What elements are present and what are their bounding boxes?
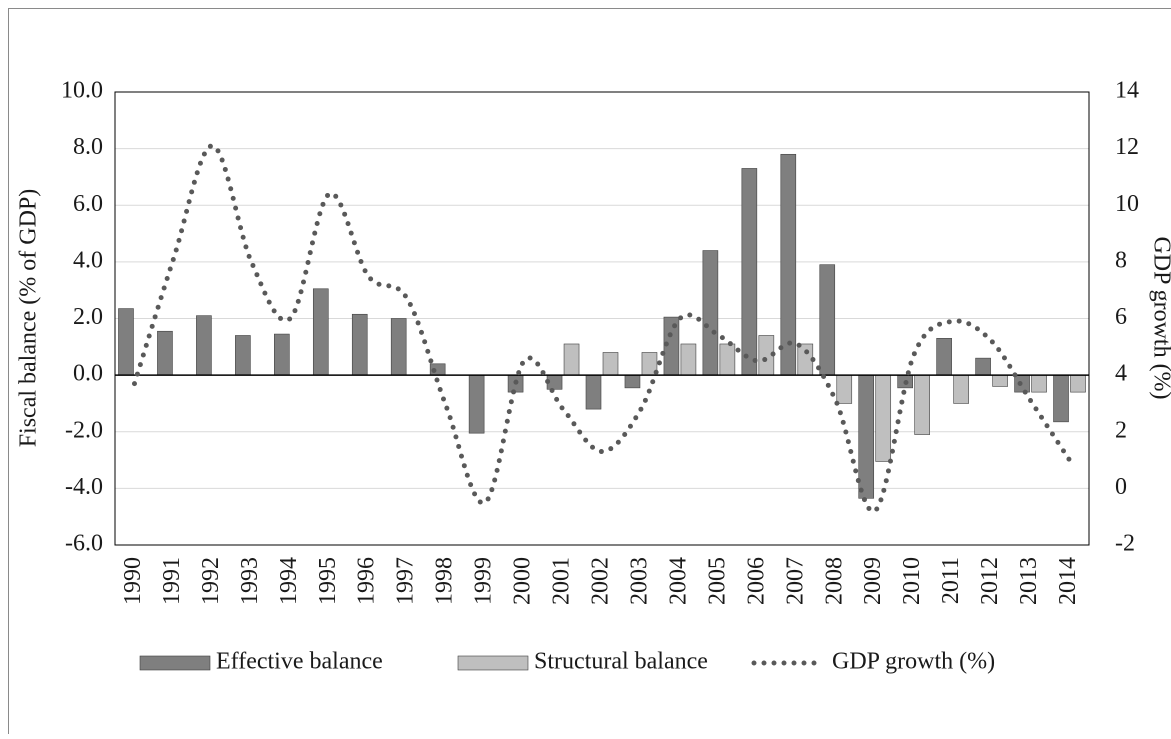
x-tick-label: 1998 xyxy=(432,557,458,605)
legend-label: GDP growth (%) xyxy=(832,649,995,675)
y2-tick-label: 4 xyxy=(1115,361,1127,387)
y2-tick-label: 10 xyxy=(1115,191,1139,217)
bar xyxy=(352,314,367,375)
bar xyxy=(274,334,289,375)
legend-swatch xyxy=(458,656,528,670)
y-tick-label: 6.0 xyxy=(73,191,103,217)
legend-label: Effective balance xyxy=(216,649,383,675)
bar xyxy=(1071,375,1086,392)
bar xyxy=(742,168,757,375)
bar xyxy=(876,375,891,461)
y2-tick-label: -2 xyxy=(1115,531,1135,557)
x-tick-label: 1990 xyxy=(120,557,146,605)
legend-swatch xyxy=(140,656,210,670)
x-tick-label: 2010 xyxy=(899,557,925,605)
x-tick-label: 2001 xyxy=(549,557,575,605)
x-tick-label: 1992 xyxy=(198,557,224,605)
bar xyxy=(703,251,718,376)
y-tick-label: 4.0 xyxy=(73,247,103,273)
bar xyxy=(469,375,484,433)
x-tick-label: 2000 xyxy=(510,557,536,605)
x-tick-label: 1991 xyxy=(159,557,185,605)
bar xyxy=(391,319,406,376)
y2-tick-label: 6 xyxy=(1115,304,1127,330)
bar xyxy=(1054,375,1069,422)
bar xyxy=(586,375,601,409)
y-tick-label: 10.0 xyxy=(61,78,103,104)
bar xyxy=(1032,375,1047,392)
y-tick-label: -4.0 xyxy=(65,474,103,500)
bar xyxy=(859,375,874,498)
bar xyxy=(681,344,696,375)
x-tick-label: 2014 xyxy=(1055,557,1081,605)
legend-label: Structural balance xyxy=(534,649,708,675)
bar xyxy=(196,316,211,375)
y-tick-label: 8.0 xyxy=(73,134,103,160)
bar xyxy=(954,375,969,403)
x-tick-label: 2008 xyxy=(821,557,847,605)
bar xyxy=(564,344,579,375)
bar xyxy=(118,309,133,376)
x-tick-label: 1996 xyxy=(354,557,380,605)
y-tick-label: -2.0 xyxy=(65,417,103,443)
bar xyxy=(720,344,735,375)
x-tick-label: 2007 xyxy=(782,557,808,605)
bar xyxy=(837,375,852,403)
bar xyxy=(603,352,618,375)
bar xyxy=(937,338,952,375)
x-tick-label: 2011 xyxy=(938,557,964,604)
y2-axis-label: GDP growth (%) xyxy=(1148,236,1171,399)
y2-tick-label: 8 xyxy=(1115,247,1127,273)
y-tick-label: 2.0 xyxy=(73,304,103,330)
y2-tick-label: 14 xyxy=(1115,78,1139,104)
x-tick-label: 1999 xyxy=(471,557,497,605)
y-axis-label: Fiscal balance (% of GDP) xyxy=(16,189,42,448)
y2-tick-label: 2 xyxy=(1115,417,1127,443)
x-tick-label: 2013 xyxy=(1016,557,1042,605)
x-tick-label: 2005 xyxy=(704,557,730,605)
bar xyxy=(976,358,991,375)
x-tick-label: 2006 xyxy=(743,557,769,605)
bar xyxy=(798,344,813,375)
bar xyxy=(313,289,328,375)
bar xyxy=(625,375,640,388)
y2-tick-label: 0 xyxy=(1115,474,1127,500)
bar xyxy=(235,335,250,375)
x-tick-label: 2002 xyxy=(588,557,614,605)
y-tick-label: 0.0 xyxy=(73,361,103,387)
x-tick-label: 1994 xyxy=(276,557,302,605)
x-tick-label: 1995 xyxy=(315,557,341,605)
bar xyxy=(157,331,172,375)
bar xyxy=(993,375,1008,386)
x-tick-label: 1997 xyxy=(393,557,419,605)
y2-tick-label: 12 xyxy=(1115,134,1139,160)
line xyxy=(134,146,1069,512)
bar xyxy=(915,375,930,434)
x-tick-label: 1993 xyxy=(237,557,263,605)
chart-frame xyxy=(9,9,1171,735)
bar xyxy=(820,265,835,375)
x-tick-label: 2009 xyxy=(860,557,886,605)
y-tick-label: -6.0 xyxy=(65,531,103,557)
x-tick-label: 2012 xyxy=(977,557,1003,605)
x-tick-label: 2004 xyxy=(665,557,691,605)
x-tick-label: 2003 xyxy=(626,557,652,605)
